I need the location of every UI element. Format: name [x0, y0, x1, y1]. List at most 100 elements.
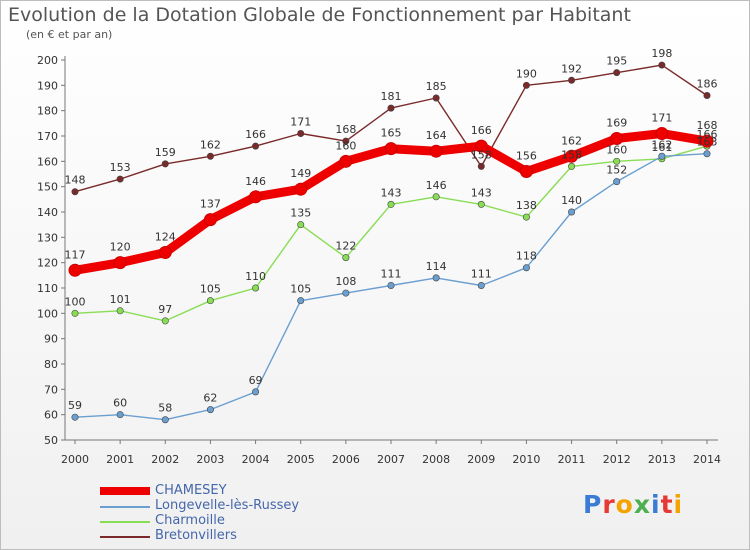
- data-point: [206, 152, 214, 160]
- data-point: [294, 182, 308, 196]
- logo-letter: o: [615, 490, 634, 519]
- data-label: 148: [65, 174, 86, 187]
- x-tick-label: 2012: [603, 453, 631, 466]
- data-label: 122: [335, 240, 356, 253]
- data-label: 100: [65, 295, 86, 308]
- data-point: [342, 254, 350, 262]
- data-label: 117: [65, 248, 86, 261]
- data-label: 97: [158, 303, 172, 316]
- data-point: [568, 208, 576, 216]
- data-point: [342, 137, 350, 145]
- y-tick-label: 50: [44, 434, 58, 447]
- data-point: [161, 317, 169, 325]
- data-point: [203, 213, 217, 227]
- logo-letter: i: [651, 490, 661, 519]
- data-label: 190: [516, 67, 537, 80]
- data-point: [113, 256, 127, 270]
- data-label: 135: [290, 207, 311, 220]
- data-label: 168: [697, 119, 718, 132]
- data-label: 137: [200, 198, 221, 211]
- data-label: 62: [203, 392, 217, 405]
- data-label: 111: [381, 267, 402, 280]
- data-point: [658, 61, 666, 69]
- data-labels: 148 153 159 162 166 171 168 181 185 158 190 192 195 1…: [65, 47, 718, 415]
- data-label: 158: [561, 148, 582, 161]
- data-label: 159: [155, 146, 176, 159]
- data-label: 171: [290, 115, 311, 128]
- data-point: [158, 246, 172, 260]
- data-label: 59: [68, 399, 82, 412]
- data-label: 152: [606, 164, 627, 177]
- data-point: [387, 104, 395, 112]
- data-point: [68, 263, 82, 277]
- data-point: [116, 307, 124, 315]
- y-tick-label: 170: [37, 130, 58, 143]
- data-point: [342, 289, 350, 297]
- x-tick-label: 2013: [648, 453, 676, 466]
- data-label: 143: [381, 186, 402, 199]
- legend-label: Charmoille: [155, 513, 225, 528]
- y-tick-label: 200: [37, 54, 58, 67]
- data-label: 164: [426, 129, 447, 142]
- data-label: 166: [697, 128, 718, 141]
- x-tick-label: 2014: [693, 453, 721, 466]
- x-tick-label: 2007: [377, 453, 405, 466]
- data-label: 166: [471, 124, 492, 137]
- data-label: 195: [606, 55, 627, 68]
- data-point: [522, 264, 530, 272]
- y-tick-label: 120: [37, 257, 58, 270]
- legend-swatch: [100, 487, 150, 495]
- data-point: [613, 178, 621, 186]
- logo-letter: x: [633, 490, 651, 519]
- data-point: [71, 413, 79, 421]
- data-point: [339, 154, 353, 168]
- data-label: 153: [110, 161, 131, 174]
- data-label: 198: [651, 47, 672, 60]
- data-label: 105: [200, 283, 221, 296]
- data-label: 168: [335, 123, 356, 136]
- data-point: [432, 193, 440, 201]
- x-tick-label: 2001: [106, 453, 134, 466]
- logo-letter: i: [673, 490, 684, 519]
- y-tick-label: 70: [44, 383, 58, 396]
- y-tick-label: 110: [37, 282, 58, 295]
- legend-label: Bretonvillers: [155, 528, 237, 543]
- data-label: 120: [110, 241, 131, 254]
- x-tick-label: 2004: [242, 453, 270, 466]
- data-point: [613, 69, 621, 77]
- data-label: 160: [606, 143, 627, 156]
- data-label: 192: [561, 62, 582, 75]
- data-label: 162: [561, 134, 582, 147]
- data-label: 158: [471, 148, 492, 161]
- data-label: 185: [426, 80, 447, 93]
- legend-swatch: [100, 536, 150, 538]
- data-label: 108: [335, 275, 356, 288]
- data-point: [477, 281, 485, 289]
- data-point: [700, 134, 714, 148]
- data-point: [477, 162, 485, 170]
- x-tick-label: 2008: [422, 453, 450, 466]
- data-label: 105: [290, 283, 311, 296]
- legend-label: Longevelle-lès-Russey: [155, 498, 300, 513]
- data-point: [297, 221, 305, 229]
- data-label: 124: [155, 231, 176, 244]
- data-label: 160: [335, 139, 356, 152]
- data-point: [71, 309, 79, 317]
- data-point: [384, 142, 398, 156]
- legend-swatch: [100, 506, 150, 508]
- data-point: [387, 200, 395, 208]
- data-label: 156: [516, 149, 537, 162]
- data-point: [519, 164, 533, 178]
- data-label: 186: [697, 77, 718, 90]
- data-label: 140: [561, 194, 582, 207]
- data-point: [613, 157, 621, 165]
- data-point: [206, 406, 214, 414]
- data-label: 181: [381, 90, 402, 103]
- data-point: [522, 213, 530, 221]
- data-label: 146: [426, 179, 447, 192]
- y-tick-label: 140: [37, 206, 58, 219]
- chart-subtitle: (en € et par an): [26, 28, 113, 41]
- data-point: [252, 388, 260, 396]
